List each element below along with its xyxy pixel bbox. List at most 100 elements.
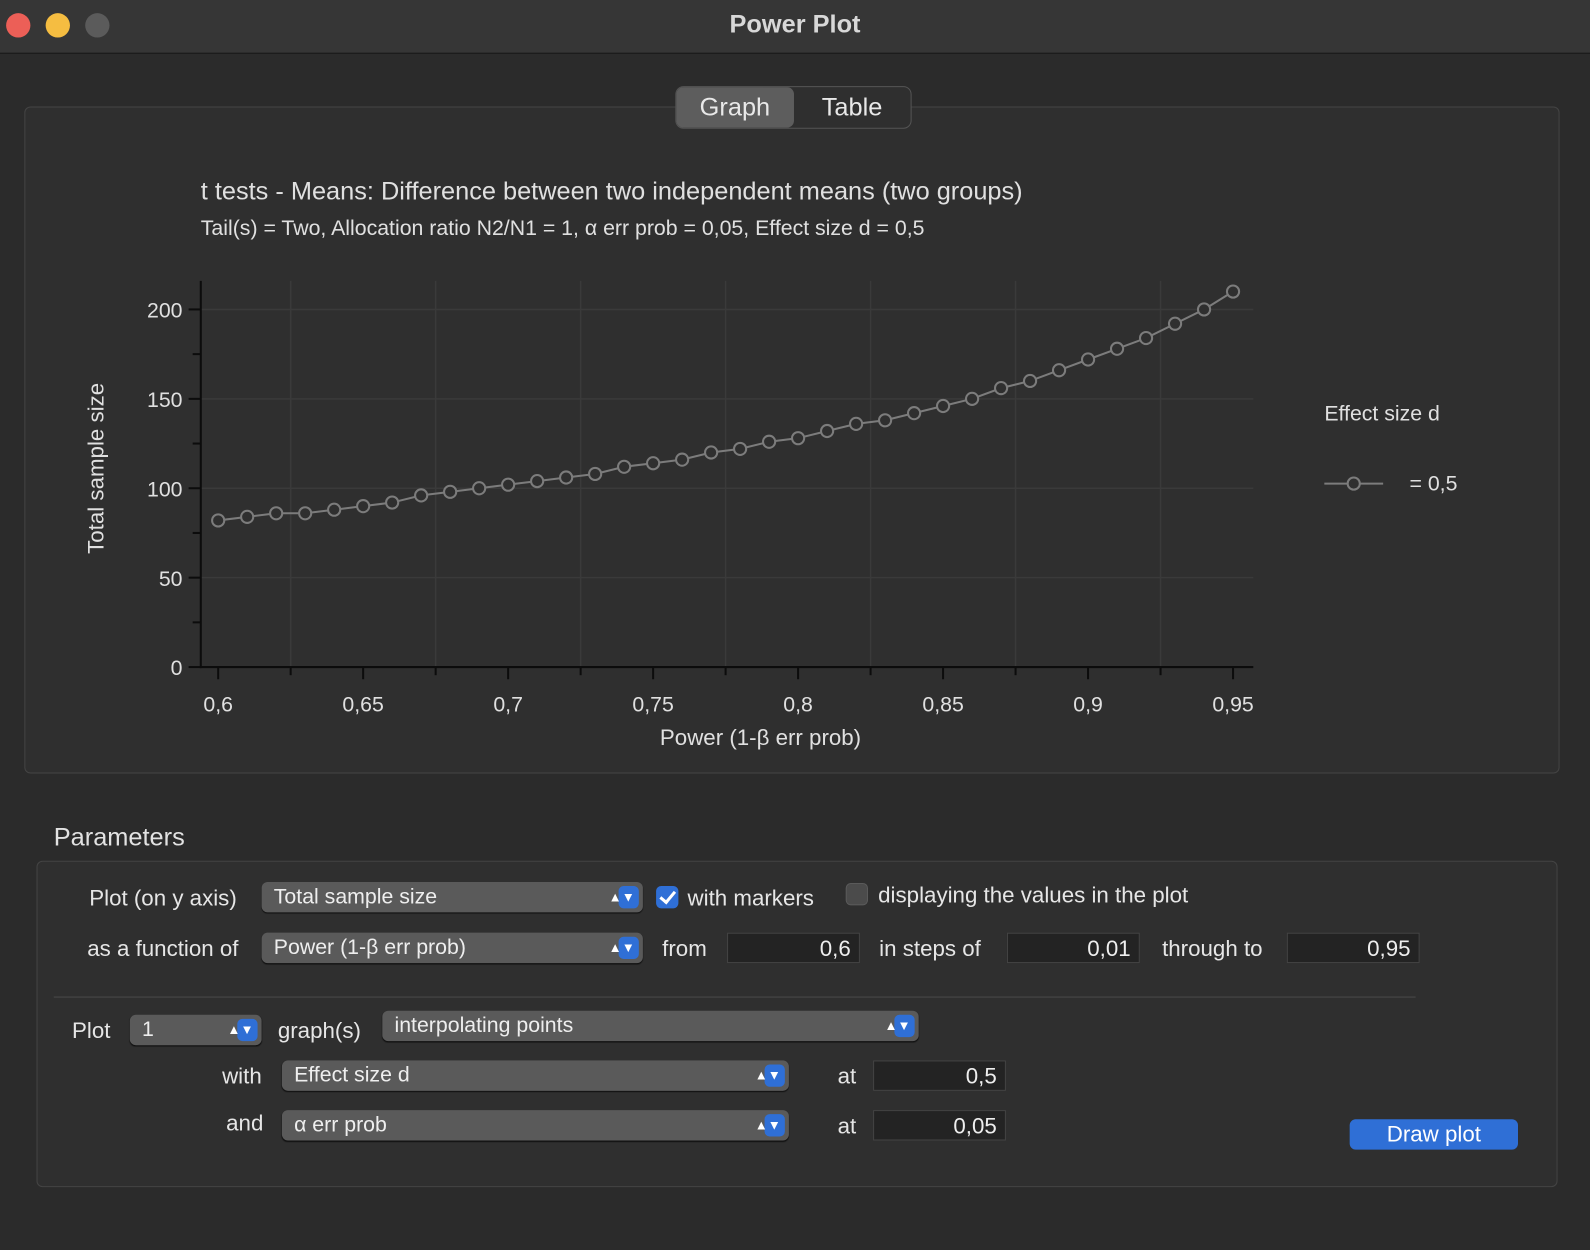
marker (588, 466, 603, 482)
label: graph(s) (277, 1017, 361, 1044)
dropdown-value: Total sample size (273, 885, 438, 909)
marker (935, 398, 951, 414)
legend: = 0,5 (1324, 472, 1457, 496)
checkbox[interactable] (656, 886, 679, 909)
label: through to (1162, 935, 1263, 962)
marker (1196, 302, 1212, 317)
label: Plot (on y axis) (89, 885, 237, 911)
marker (269, 506, 284, 521)
y-tick-label: 200 (147, 299, 183, 323)
marker (1225, 284, 1241, 299)
marker (414, 488, 429, 503)
tab-bar: Graph Table (675, 86, 912, 129)
x-tick-label: 0,7 (493, 693, 523, 717)
dropdown-value: Power (1-β err prob) (273, 935, 466, 960)
y-tick-label: 150 (147, 388, 183, 412)
y-axis-label: Total sample size (83, 383, 108, 554)
legend-label: = 0,5 (1410, 472, 1458, 496)
marker (385, 495, 400, 510)
marker (819, 423, 835, 439)
label: at (837, 1063, 857, 1089)
marker (1167, 316, 1183, 331)
text-field[interactable]: 0,6 (727, 932, 860, 964)
window-title: Power Plot (729, 10, 861, 39)
separator (53, 996, 1416, 998)
marker (762, 434, 777, 449)
label: and (226, 1110, 264, 1136)
label: at (837, 1113, 857, 1139)
dropdown[interactable]: Total sample size ▲▼ (261, 881, 643, 913)
marker (877, 413, 893, 428)
y-tick-label: 50 (159, 567, 183, 591)
marker (1138, 330, 1154, 346)
checkbox-label: with markers (687, 885, 814, 911)
grid (200, 280, 1254, 668)
x-tick-label: 0,95 (1212, 693, 1253, 717)
checkbox[interactable] (845, 883, 869, 906)
marker (964, 391, 980, 406)
x-tick-label: 0,6 (203, 693, 233, 717)
y-tick-label: 100 (147, 477, 183, 501)
marker (472, 481, 487, 496)
arrows: ▲▼ (608, 889, 635, 905)
label: in steps of (879, 935, 981, 962)
section-title: Parameters (53, 823, 185, 852)
dropdown[interactable]: interpolating points ▲▼ (382, 1010, 919, 1042)
marker (1051, 363, 1067, 378)
marker (733, 441, 748, 457)
draw-plot-button[interactable]: Draw plot (1349, 1119, 1519, 1150)
dropdown[interactable]: Effect size d ▲▼ (281, 1060, 789, 1091)
x-tick-label: 0,8 (783, 693, 813, 717)
marker (327, 502, 342, 517)
text-field[interactable]: 0,95 (1286, 932, 1420, 964)
marker (675, 452, 690, 467)
marker (298, 506, 313, 521)
title-bar: Power Plot (0, 0, 1590, 54)
dropdown[interactable]: 1 ▲▼ (129, 1014, 262, 1046)
zoom-button[interactable] (85, 13, 110, 38)
marker (501, 477, 516, 492)
marker (646, 456, 661, 471)
marker (993, 381, 1009, 396)
minimize-button[interactable] (45, 13, 70, 38)
text-field[interactable]: 0,05 (873, 1110, 1006, 1141)
marker (791, 431, 806, 446)
legend-title: Effect size d (1324, 402, 1440, 426)
label: from (662, 935, 707, 962)
marker (559, 470, 574, 485)
tab[interactable]: Table (821, 93, 883, 122)
x-tick-label: 0,9 (1073, 693, 1103, 717)
dropdown-value: interpolating points (394, 1013, 574, 1038)
plot-area (211, 284, 1241, 528)
chart: t tests - Means: Difference between two … (83, 178, 1457, 750)
x-tick-label: 0,75 (632, 693, 673, 717)
tab[interactable]: Graph (676, 87, 794, 128)
arrows: ▲▼ (754, 1067, 781, 1083)
dropdown[interactable]: α err prob ▲▼ (281, 1110, 789, 1141)
arrows: ▲▼ (884, 1017, 911, 1034)
arrows: ▲▼ (608, 939, 635, 955)
dropdown[interactable]: Power (1-β err prob) ▲▼ (261, 932, 643, 964)
marker (443, 484, 458, 499)
marker (356, 499, 371, 514)
label: Plot (71, 1017, 111, 1044)
marker (848, 416, 864, 431)
arrows: ▲▼ (754, 1117, 781, 1133)
text-field[interactable]: 0,5 (873, 1060, 1006, 1091)
close-button[interactable] (6, 13, 31, 38)
chart-title: t tests - Means: Difference between two … (201, 178, 1023, 206)
marker (1022, 373, 1038, 389)
marker (211, 513, 226, 528)
marker (704, 445, 719, 460)
text-field[interactable]: 0,01 (1006, 932, 1140, 964)
marker (1109, 341, 1125, 356)
dropdown-value: 1 (141, 1017, 154, 1042)
dropdown-value: α err prob (294, 1113, 387, 1137)
checkbox-label: displaying the values in the plot (878, 881, 1189, 908)
marker (906, 406, 922, 421)
marker (530, 474, 545, 489)
x-tick-label: 0,65 (342, 693, 383, 717)
marker (240, 509, 255, 524)
marker (1080, 352, 1096, 367)
label: with (222, 1063, 262, 1089)
